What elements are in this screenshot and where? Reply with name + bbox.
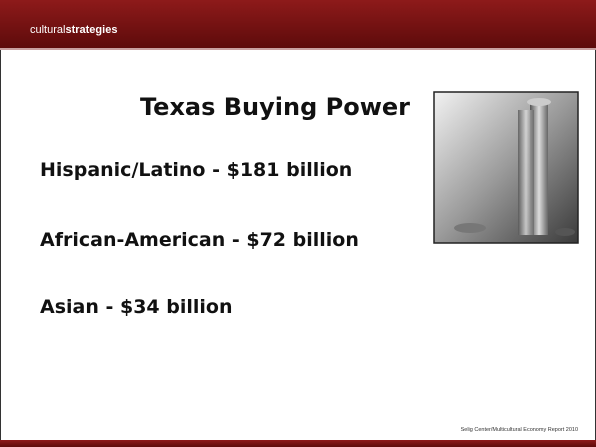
list-item: Asian - $34 billion: [40, 296, 233, 318]
source-note: Selig Center/Multicultural Economy Repor…: [461, 427, 578, 433]
slide-title: Texas Buying Power: [140, 93, 410, 121]
logo-bold: strategies: [65, 24, 117, 36]
header-rule: [0, 48, 596, 50]
logo: culturalstrategies: [30, 24, 117, 36]
slide: culturalstrategies Texas Buying Power Hi…: [0, 0, 596, 447]
list-item: Hispanic/Latino - $181 billion: [40, 159, 352, 181]
list-item: African-American - $72 billion: [40, 229, 359, 251]
logo-light: cultural: [30, 24, 65, 36]
coins-photo: [434, 92, 578, 243]
page: culturalstrategies Texas Buying Power Hi…: [0, 0, 596, 447]
footer-bar: [0, 440, 596, 447]
